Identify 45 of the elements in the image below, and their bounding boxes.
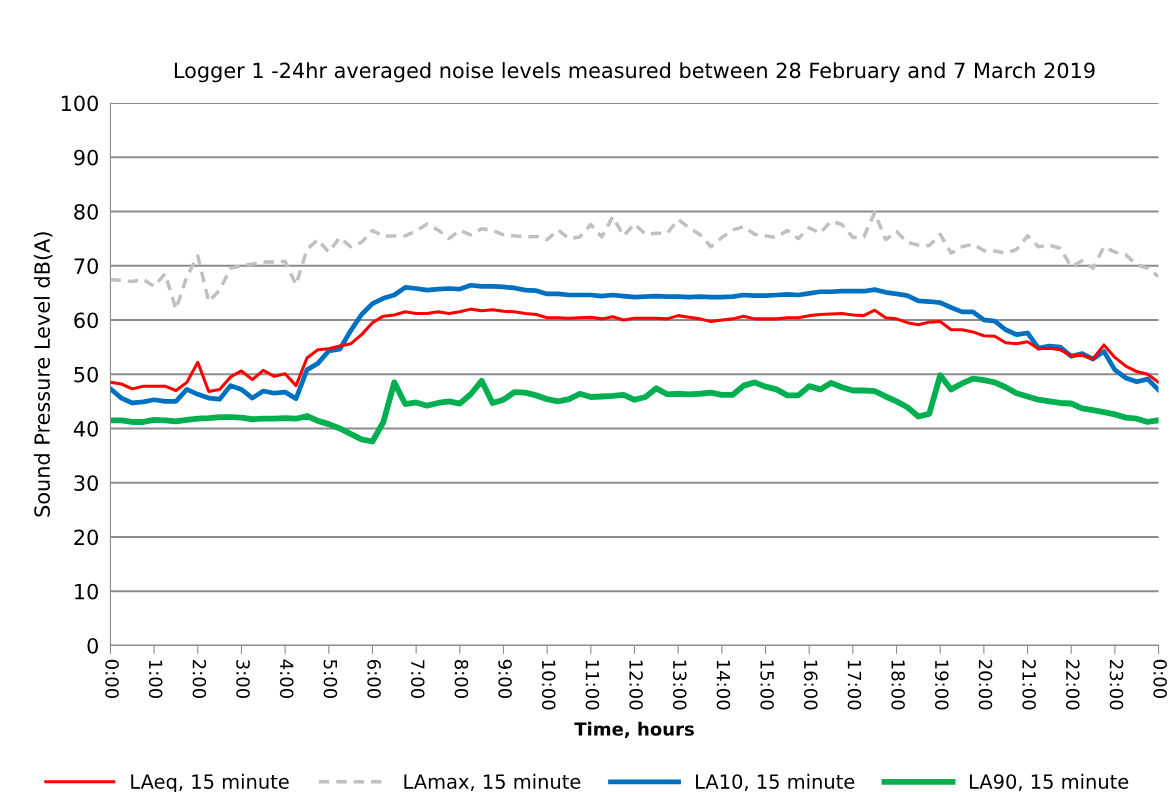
x-tick-label: 0:00 [105, 659, 119, 699]
x-tick-label: 15:00 [760, 660, 774, 710]
legend-label: LA10, 15 minute [696, 773, 855, 791]
x-tick-label: 12:00 [629, 660, 643, 710]
y-tick-label: 10 [75, 583, 98, 600]
x-tick-label: 22:00 [1065, 660, 1080, 710]
y-tick-label: 20 [74, 529, 98, 546]
x-tick-label: 18:00 [891, 660, 905, 710]
line-series [110, 307, 1159, 394]
line-series [110, 282, 1159, 406]
x-tick-label: 14:00 [716, 660, 731, 710]
x-tick-label: 1:00 [148, 660, 163, 699]
x-tick-label: 10:00 [541, 660, 556, 710]
x-tick-label: 19:00 [934, 660, 949, 710]
legend-label: LA90, 15 minute [969, 773, 1129, 791]
x-tick-label: 23:00 [1109, 660, 1124, 710]
x-tick-label: 16:00 [803, 660, 818, 710]
x-tick-label: 2:00 [192, 660, 207, 699]
y-tick-label: 70 [74, 258, 98, 274]
x-tick-label: 9:00 [498, 659, 512, 699]
x-tick-label: 21:00 [1022, 660, 1036, 710]
x-tick-label: 13:00 [672, 660, 687, 710]
y-tick-label: 80 [74, 203, 98, 220]
x-tick-label: 7:00 [410, 660, 425, 699]
y-tick-label: 40 [73, 420, 98, 437]
x-tick-label: 20:00 [978, 660, 993, 710]
y-tick-label: 50 [74, 366, 98, 383]
y-tick-label: 100 [61, 95, 98, 112]
legend-label: LAmax, 15 minute [404, 773, 581, 791]
x-tick-label: 0:00 [1153, 659, 1167, 699]
y-tick-label: 90 [74, 149, 98, 166]
y-tick-label: 0 [87, 637, 98, 654]
x-tick-label: 17:00 [847, 660, 862, 710]
legend-label: LAeq, 15 minute [131, 773, 289, 792]
y-tick-label: 30 [74, 475, 98, 491]
chart-title: Logger 1 -24hr averaged noise levels measured between 28 February and 7 March 2019 [174, 62, 1095, 83]
x-tick-label: 4:00 [279, 659, 294, 699]
x-axis-title: Time, hours [574, 721, 694, 739]
y-axis-title: Sound Pressure Level dB(A) [33, 232, 53, 517]
x-tick-label: 8:00 [454, 659, 469, 699]
x-tick-label: 3:00 [236, 660, 250, 699]
y-tick-label: 60 [74, 312, 98, 329]
x-tick-label: 6:00 [367, 659, 381, 699]
x-tick-label: 5:00 [323, 660, 338, 699]
x-tick-label: 11:00 [585, 660, 600, 710]
